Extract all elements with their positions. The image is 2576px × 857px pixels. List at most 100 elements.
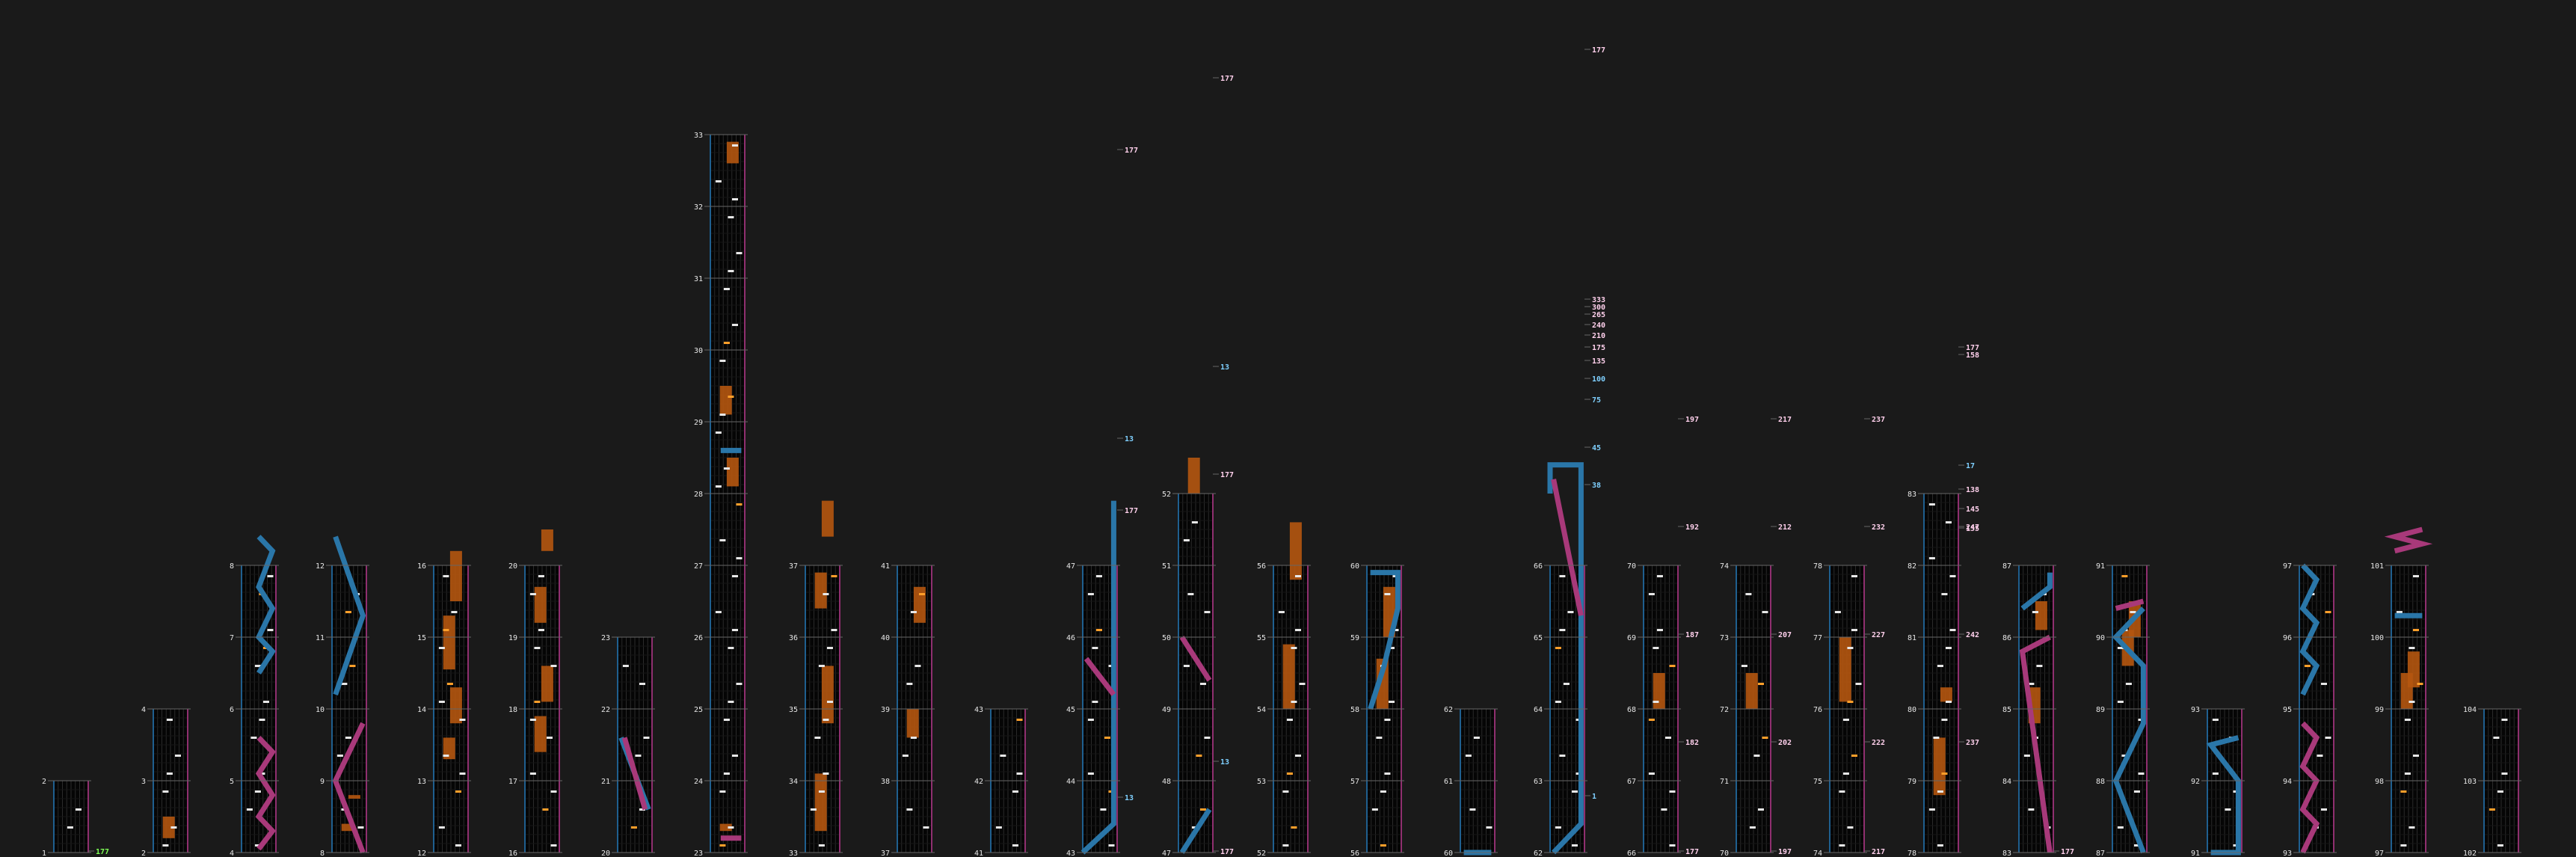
tap-note bbox=[823, 719, 829, 721]
measure-number: 46 bbox=[1066, 634, 1075, 642]
tap-note bbox=[259, 772, 265, 775]
tap-note bbox=[1741, 665, 1747, 667]
tap-note bbox=[1839, 790, 1845, 793]
tap-note bbox=[1108, 844, 1115, 847]
pink-slide-path bbox=[2384, 526, 2433, 554]
tap-note bbox=[1191, 521, 1198, 523]
tap-note bbox=[635, 755, 642, 757]
tap-note bbox=[451, 611, 458, 613]
tap-note bbox=[1937, 790, 1943, 793]
tap-note bbox=[2497, 790, 2503, 793]
tap-note bbox=[2032, 611, 2038, 613]
tap-note bbox=[1388, 701, 1395, 703]
measure-number: 47 bbox=[1066, 562, 1075, 571]
measure-number: 96 bbox=[2283, 634, 2292, 642]
hold-note bbox=[726, 458, 739, 487]
col-7: 20 21 22 23 bbox=[601, 634, 655, 857]
tap-note bbox=[550, 790, 557, 793]
bpm-label: 210 bbox=[1592, 332, 1605, 340]
bpm-label: 13 bbox=[1220, 363, 1229, 372]
tap-note bbox=[1941, 719, 1948, 721]
tap-note bbox=[728, 826, 734, 829]
tap-note bbox=[349, 665, 356, 667]
bpm-label: 100 bbox=[1592, 375, 1605, 384]
measure-number: 34 bbox=[789, 778, 798, 786]
measure-number: 3 bbox=[141, 778, 146, 786]
pink-slide-path bbox=[2115, 598, 2145, 611]
tap-note bbox=[1204, 611, 1211, 613]
tap-note bbox=[1559, 629, 1566, 631]
col-10: 37 38 39 40 41 bbox=[881, 562, 935, 857]
measure-number: 87 bbox=[2096, 850, 2105, 857]
measure-number: 70 bbox=[1627, 562, 1636, 571]
tap-note bbox=[529, 772, 536, 775]
bpm-label: 177 bbox=[1685, 848, 1699, 856]
tap-note bbox=[2133, 790, 2140, 793]
measure-number: 86 bbox=[2002, 634, 2011, 642]
tap-note bbox=[622, 665, 629, 667]
measure-number: 100 bbox=[2370, 634, 2384, 642]
tap-note bbox=[2133, 844, 2140, 847]
tap-note bbox=[723, 288, 730, 290]
bpm-label: 227 bbox=[1872, 631, 1885, 639]
tap-note bbox=[162, 844, 169, 847]
tap-note bbox=[438, 647, 445, 649]
col-26: 97 98 99 100 101 bbox=[2370, 526, 2433, 857]
tap-note bbox=[2412, 575, 2419, 577]
measure-number: 73 bbox=[1720, 634, 1729, 642]
tap-note bbox=[728, 270, 734, 272]
tap-note bbox=[1753, 755, 1760, 757]
measure-number: 92 bbox=[2191, 778, 2200, 786]
measure-number: 4 bbox=[141, 706, 146, 714]
tap-note bbox=[2320, 808, 2327, 811]
measure-number: 60 bbox=[1444, 850, 1453, 857]
tap-note bbox=[1563, 683, 1570, 685]
measure-number: 97 bbox=[2283, 562, 2292, 571]
col-15: 56 57 58 59 60 bbox=[1350, 562, 1404, 857]
bpm-label: 177 bbox=[1125, 147, 1138, 155]
measure-number: 99 bbox=[2375, 706, 2384, 714]
tap-note bbox=[1384, 772, 1391, 775]
tap-note bbox=[1183, 539, 1190, 541]
tap-note bbox=[1087, 593, 1094, 595]
col-2: 2 3 4 bbox=[141, 706, 191, 857]
measure-number: 15 bbox=[417, 634, 426, 642]
tap-note bbox=[1941, 772, 1948, 775]
tap-note bbox=[1851, 755, 1857, 757]
tap-note bbox=[1100, 808, 1107, 811]
pink-slide-path bbox=[1551, 479, 1584, 616]
bpm-label: 177 bbox=[2061, 848, 2074, 856]
measure-number: 35 bbox=[789, 706, 798, 714]
tap-note bbox=[1486, 826, 1493, 829]
tap-note bbox=[2138, 772, 2145, 775]
tap-note bbox=[254, 844, 261, 847]
tap-note bbox=[267, 575, 274, 577]
measure-number: 29 bbox=[694, 419, 703, 427]
tap-note bbox=[818, 665, 825, 667]
measure-number: 37 bbox=[881, 850, 890, 857]
tap-note bbox=[723, 772, 730, 775]
tap-note bbox=[1199, 808, 1206, 811]
measure-number: 78 bbox=[1813, 562, 1822, 571]
measure-number: 75 bbox=[1813, 778, 1822, 786]
col-4: 8 9 10 11 12 bbox=[316, 535, 369, 857]
tap-note bbox=[831, 629, 837, 631]
tap-note bbox=[1294, 755, 1301, 757]
measure-number: 102 bbox=[2463, 850, 2477, 857]
tap-note bbox=[1757, 808, 1764, 811]
tap-note bbox=[2409, 826, 2415, 829]
bpm-label: 187 bbox=[1685, 631, 1699, 639]
measure-number: 31 bbox=[694, 275, 703, 283]
tap-note bbox=[1092, 647, 1098, 649]
tap-note bbox=[728, 701, 734, 703]
tap-note bbox=[1555, 826, 1561, 829]
hold-note bbox=[719, 386, 732, 415]
tap-note bbox=[2409, 701, 2415, 703]
tap-note bbox=[1559, 575, 1566, 577]
hold-note bbox=[719, 823, 732, 832]
col-18: 66 67 68 69 70 177 182 187 192 197 bbox=[1627, 416, 1699, 857]
measure-number: 40 bbox=[881, 634, 890, 642]
tap-note bbox=[1648, 719, 1655, 721]
tap-note bbox=[1762, 737, 1768, 739]
